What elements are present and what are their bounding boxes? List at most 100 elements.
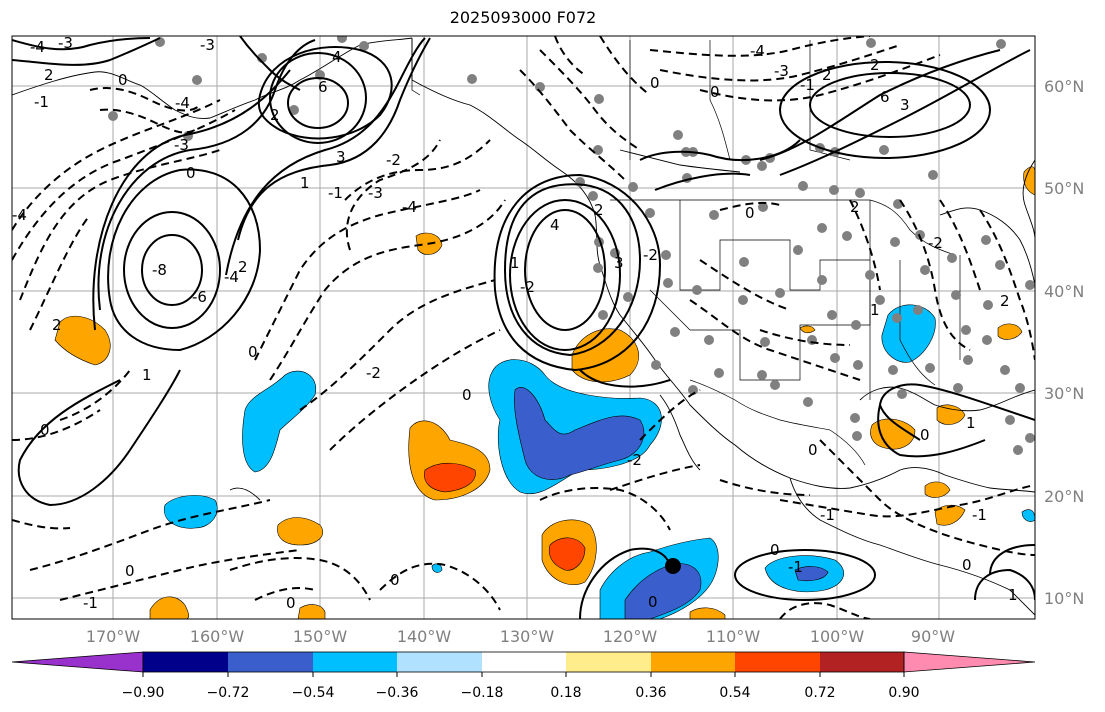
svg-text:0: 0 (40, 421, 50, 439)
svg-text:-2: -2 (386, 151, 401, 169)
svg-text:6: 6 (880, 88, 890, 106)
svg-text:0: 0 (710, 83, 720, 101)
colorbar-bin (143, 652, 228, 672)
svg-text:-1: -1 (820, 506, 835, 524)
svg-text:3: 3 (900, 96, 910, 114)
svg-text:-3: -3 (774, 62, 789, 80)
svg-text:4: 4 (332, 48, 342, 66)
colorbar-min-extend (11, 651, 144, 673)
svg-text:4: 4 (550, 216, 560, 234)
svg-text:6: 6 (318, 78, 328, 96)
svg-text:2: 2 (270, 106, 280, 124)
colorbar-tick-label: −0.18 (461, 685, 504, 701)
lon-label: 120°W (603, 627, 658, 646)
svg-text:-4: -4 (750, 42, 765, 60)
colorbar-bin (566, 652, 651, 672)
svg-text:-4: -4 (175, 94, 190, 112)
colorbar-tick-label: 0.18 (550, 685, 581, 701)
svg-text:2: 2 (822, 66, 832, 84)
svg-text:1: 1 (142, 366, 152, 384)
colorbar-tick-label: −0.36 (376, 685, 419, 701)
map-frame (11, 35, 1036, 620)
svg-text:0: 0 (118, 71, 128, 89)
svg-text:-1: -1 (800, 76, 815, 94)
svg-text:-1: -1 (34, 93, 49, 111)
svg-text:-6: -6 (192, 288, 207, 306)
svg-text:-2: -2 (520, 278, 535, 296)
svg-text:-8: -8 (152, 261, 167, 279)
colorbar-bin (820, 652, 904, 672)
lon-label: 90°W (911, 627, 955, 646)
svg-text:0: 0 (745, 204, 755, 222)
colorbar-bin (313, 652, 397, 672)
svg-text:-2: -2 (366, 364, 381, 382)
svg-text:2: 2 (52, 316, 62, 334)
svg-text:1: 1 (300, 174, 310, 192)
svg-text:0: 0 (808, 441, 818, 459)
lat-label: 30°N (1044, 384, 1084, 403)
contour-labels: -4 -32 -10-4 -3-30 -4-8-6 -422 014 623 1-… (12, 34, 1018, 612)
svg-text:-1: -1 (788, 558, 803, 576)
svg-text:0: 0 (650, 74, 660, 92)
svg-text:3: 3 (336, 148, 346, 166)
coastlines (12, 37, 1035, 616)
positive-shading (54, 166, 1035, 619)
colorbar-bin (735, 652, 820, 672)
svg-text:3: 3 (614, 254, 624, 272)
lon-label: 170°W (86, 627, 141, 646)
colorbar-tick-label: 0.72 (804, 685, 835, 701)
svg-text:-3: -3 (58, 34, 73, 52)
lat-label: 10°N (1044, 589, 1084, 608)
dashed-contours (12, 36, 1035, 619)
lat-label: 40°N (1044, 282, 1084, 301)
svg-text:-4: -4 (30, 38, 45, 56)
svg-text:2: 2 (594, 201, 604, 219)
lat-label: 20°N (1044, 487, 1084, 506)
svg-text:-1: -1 (83, 594, 98, 612)
negative-shading (163, 304, 1035, 619)
svg-text:-3: -3 (174, 136, 189, 154)
colorbar-ticks (142, 672, 905, 677)
colorbar: −0.90 −0.72 −0.54 −0.36 −0.18 0.18 0.36 … (11, 651, 1036, 701)
svg-text:-2: -2 (643, 246, 658, 264)
lon-label: 110°W (706, 627, 761, 646)
svg-text:0: 0 (286, 594, 296, 612)
lon-label: 100°W (810, 627, 865, 646)
lat-label: 50°N (1044, 179, 1084, 198)
colorbar-tick-label: −0.72 (207, 685, 250, 701)
svg-text:2: 2 (238, 258, 248, 276)
svg-text:1: 1 (510, 254, 520, 272)
lat-label: 60°N (1044, 77, 1084, 96)
lon-label: 140°W (397, 627, 452, 646)
svg-text:0: 0 (248, 343, 258, 361)
lon-label: 160°W (190, 627, 245, 646)
svg-text:-4: -4 (12, 206, 27, 224)
svg-text:1: 1 (1008, 586, 1018, 604)
svg-text:0: 0 (186, 164, 196, 182)
storm-center-marker (665, 558, 681, 574)
svg-text:-2: -2 (627, 451, 642, 469)
colorbar-bin (397, 652, 482, 672)
svg-text:1: 1 (966, 414, 976, 432)
svg-text:2: 2 (44, 66, 54, 84)
svg-text:-3: -3 (200, 36, 215, 54)
svg-text:-2: -2 (928, 234, 943, 252)
colorbar-outline (142, 651, 905, 673)
svg-text:0: 0 (962, 556, 972, 574)
colorbar-bin (482, 652, 566, 672)
colorbar-max-extend (903, 651, 1036, 673)
lon-label: 150°W (293, 627, 348, 646)
colorbar-tick-label: 0.90 (888, 685, 919, 701)
svg-text:0: 0 (770, 541, 780, 559)
svg-text:0: 0 (920, 426, 930, 444)
svg-text:-4: -4 (402, 198, 417, 216)
latitude-labels: 60°N 50°N 40°N 30°N 20°N 10°N (1044, 77, 1084, 608)
colorbar-tick-label: 0.54 (719, 685, 750, 701)
svg-text:0: 0 (125, 562, 135, 580)
colorbar-tick-label: 0.36 (635, 685, 666, 701)
svg-text:-1: -1 (972, 506, 987, 524)
solid-contours (12, 36, 1035, 619)
svg-text:1: 1 (870, 301, 880, 319)
longitude-labels: 170°W 160°W 150°W 140°W 130°W 120°W 110°… (86, 627, 955, 646)
